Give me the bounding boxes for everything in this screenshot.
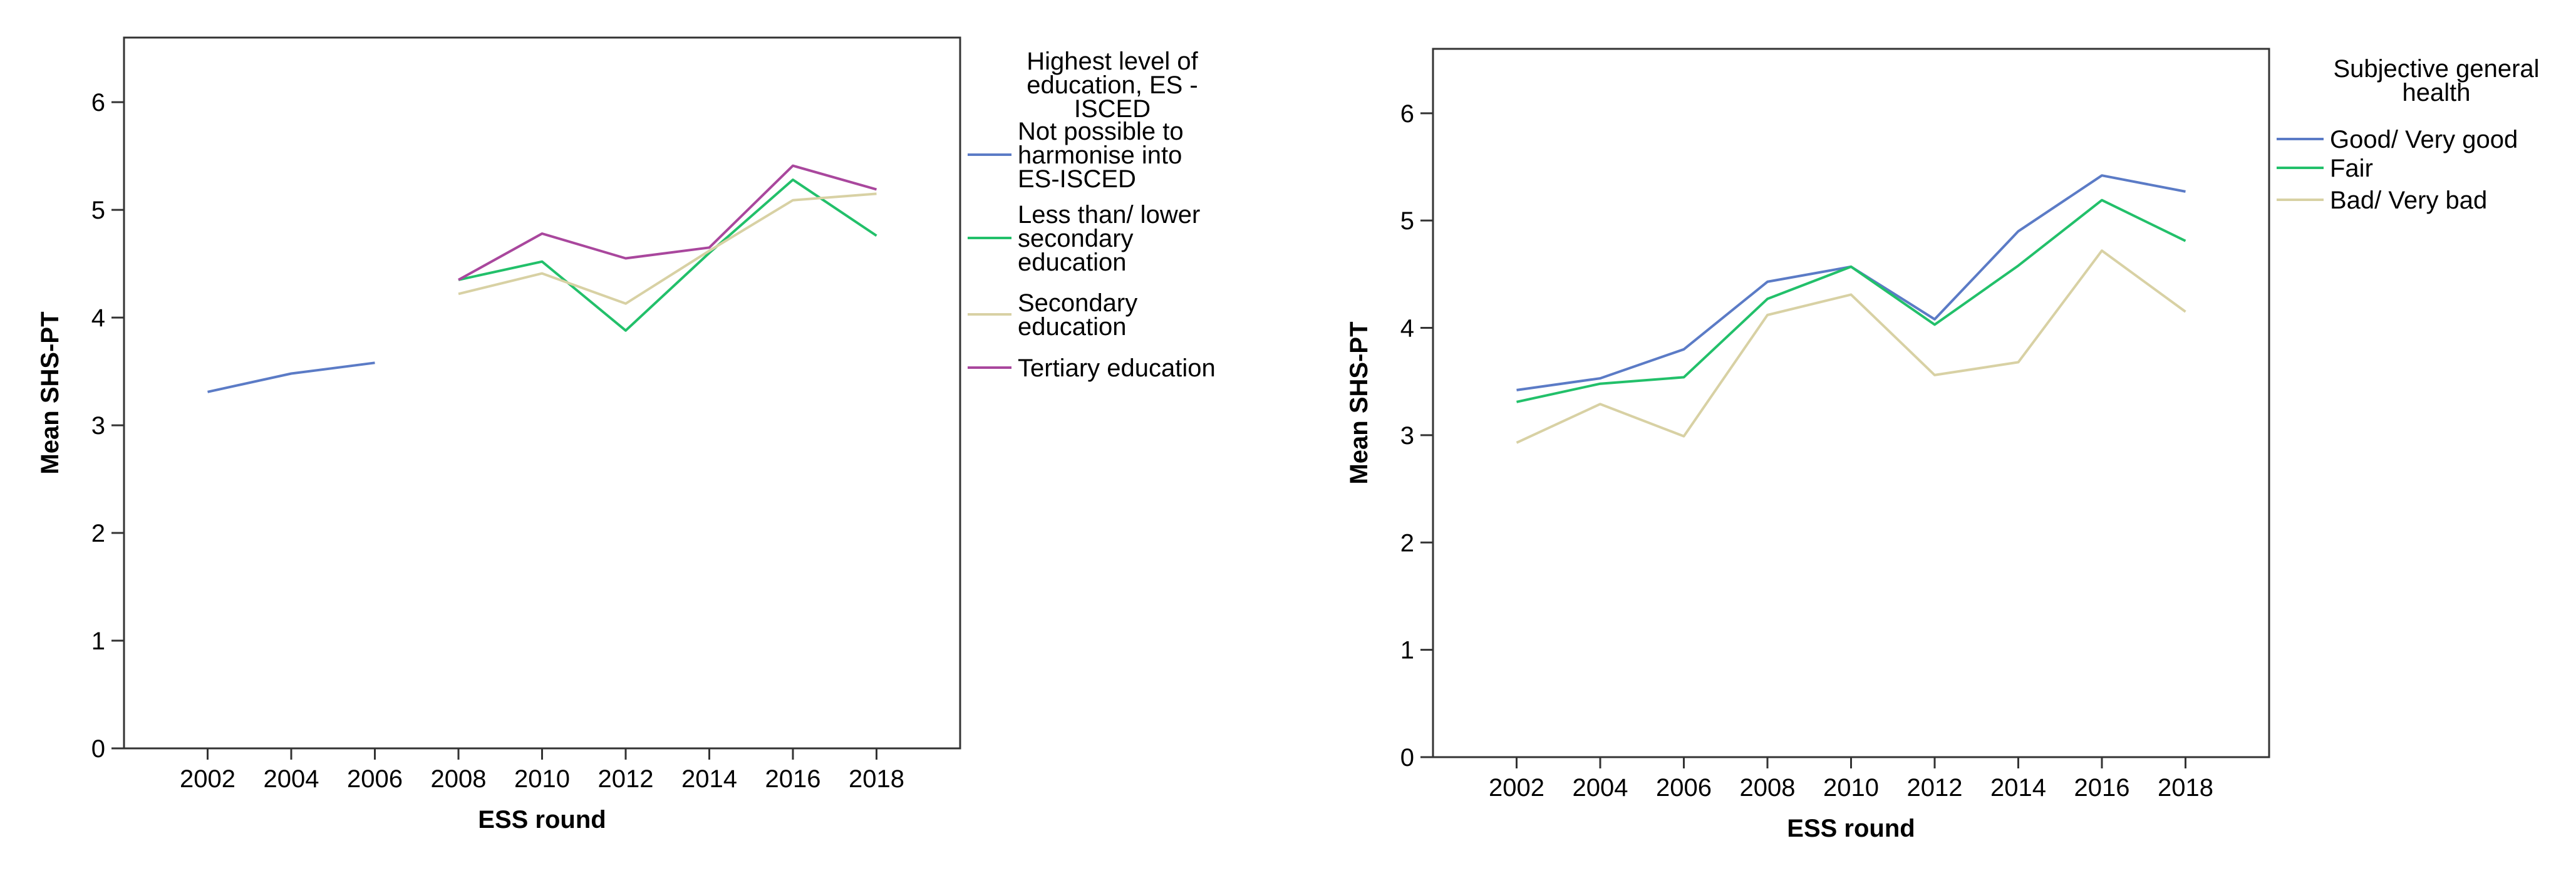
- series-3: [1516, 249, 2186, 444]
- x-tick-label: 2008: [1740, 774, 1796, 802]
- x-tick-label: 2012: [1907, 774, 1963, 802]
- x-tick-label: 2014: [1990, 774, 2046, 802]
- series-line: [207, 361, 375, 393]
- series-line: [458, 164, 877, 281]
- x-tick-label: 2016: [765, 765, 821, 793]
- series-line: [1516, 199, 2186, 403]
- y-tick-label: 2: [1400, 529, 1414, 557]
- legend-label: Not possible to: [1018, 118, 1184, 145]
- x-tick-label: 2002: [1489, 774, 1544, 802]
- x-tick-label: 2006: [347, 765, 403, 793]
- legend-label: education: [1018, 249, 1126, 276]
- y-axis-title: Mean SHS-PT: [1345, 321, 1373, 484]
- plot-frame: [123, 36, 961, 750]
- x-tick-label: 2006: [1656, 774, 1712, 802]
- y-tick-label: 2: [91, 520, 105, 547]
- y-tick-label: 4: [1400, 315, 1414, 343]
- legend-label: harmonise into: [1018, 142, 1182, 169]
- x-tick-label: 2002: [180, 765, 235, 793]
- legend-title: health: [2403, 79, 2471, 106]
- legend-title: education, ES -: [1027, 71, 1198, 99]
- chart-1: 0 1 2 3 4 5 6 2002 2004 2006 2008 2010 2012 2014 2016 2…: [36, 36, 1216, 834]
- series-line: [458, 192, 877, 305]
- y-tick-label: 1: [1400, 637, 1414, 664]
- legend-item: Fair: [2277, 155, 2373, 182]
- y-tick-label: 0: [91, 735, 105, 763]
- legend-title: ISCED: [1074, 95, 1151, 123]
- y-tick-label: 6: [1400, 100, 1414, 128]
- x-tick-label: 2008: [431, 765, 487, 793]
- legend-label: ES-ISCED: [1018, 165, 1136, 193]
- legend-label: Less than/ lower: [1018, 201, 1200, 229]
- legend-label: Fair: [2330, 155, 2373, 182]
- x-tick-label: 2010: [1823, 774, 1879, 802]
- series-1: [1516, 174, 2186, 391]
- y-tick-label: 0: [1400, 744, 1414, 772]
- x-tick-label: 2012: [598, 765, 654, 793]
- legend-title: Subjective general: [2333, 55, 2539, 83]
- legend-label: Tertiary education: [1018, 354, 1216, 382]
- series-line: [1516, 174, 2186, 391]
- series-1: [207, 361, 375, 393]
- legend-title: Highest level of: [1027, 48, 1198, 75]
- x-tick-label: 2016: [2074, 774, 2130, 802]
- x-tick-label: 2014: [681, 765, 737, 793]
- legend-label: education: [1018, 313, 1126, 341]
- y-tick-label: 5: [1400, 207, 1414, 235]
- legend-label: Good/ Very good: [2330, 126, 2518, 153]
- y-tick-label: 6: [91, 89, 105, 116]
- x-axis-title: ESS round: [478, 806, 606, 834]
- y-tick-label: 3: [91, 412, 105, 440]
- x-axis-title: ESS round: [1787, 815, 1915, 842]
- series-line: [1516, 249, 2186, 444]
- legend-item: Bad/ Very bad: [2277, 187, 2487, 214]
- chart-2: 0 1 2 3 4 5 6 2002 2004 2006 2008 2010 2012 2014 2016 2…: [1345, 48, 2540, 842]
- legend-item: Good/ Very good: [2277, 126, 2518, 153]
- x-tick-label: 2004: [1573, 774, 1628, 802]
- legend-label: secondary: [1018, 225, 1134, 252]
- y-tick-label: 5: [91, 197, 105, 224]
- x-tick-label: 2004: [264, 765, 319, 793]
- x-tick-label: 2018: [849, 765, 904, 793]
- x-tick-label: 2010: [514, 765, 570, 793]
- y-axis-title: Mean SHS-PT: [36, 311, 64, 474]
- series-2: [1516, 199, 2186, 403]
- legend-label: Bad/ Very bad: [2330, 187, 2487, 214]
- legend-item: Tertiary education: [968, 354, 1216, 382]
- y-tick-label: 3: [1400, 422, 1414, 450]
- plot-frame: [1432, 48, 2270, 758]
- y-tick-label: 4: [91, 304, 105, 332]
- y-tick-label: 1: [91, 628, 105, 655]
- series-line: [458, 178, 877, 332]
- series-3: [458, 192, 877, 305]
- legend-label: Secondary: [1018, 289, 1137, 317]
- series-2: [458, 178, 877, 332]
- x-tick-label: 2018: [2158, 774, 2213, 802]
- series-4: [458, 164, 877, 281]
